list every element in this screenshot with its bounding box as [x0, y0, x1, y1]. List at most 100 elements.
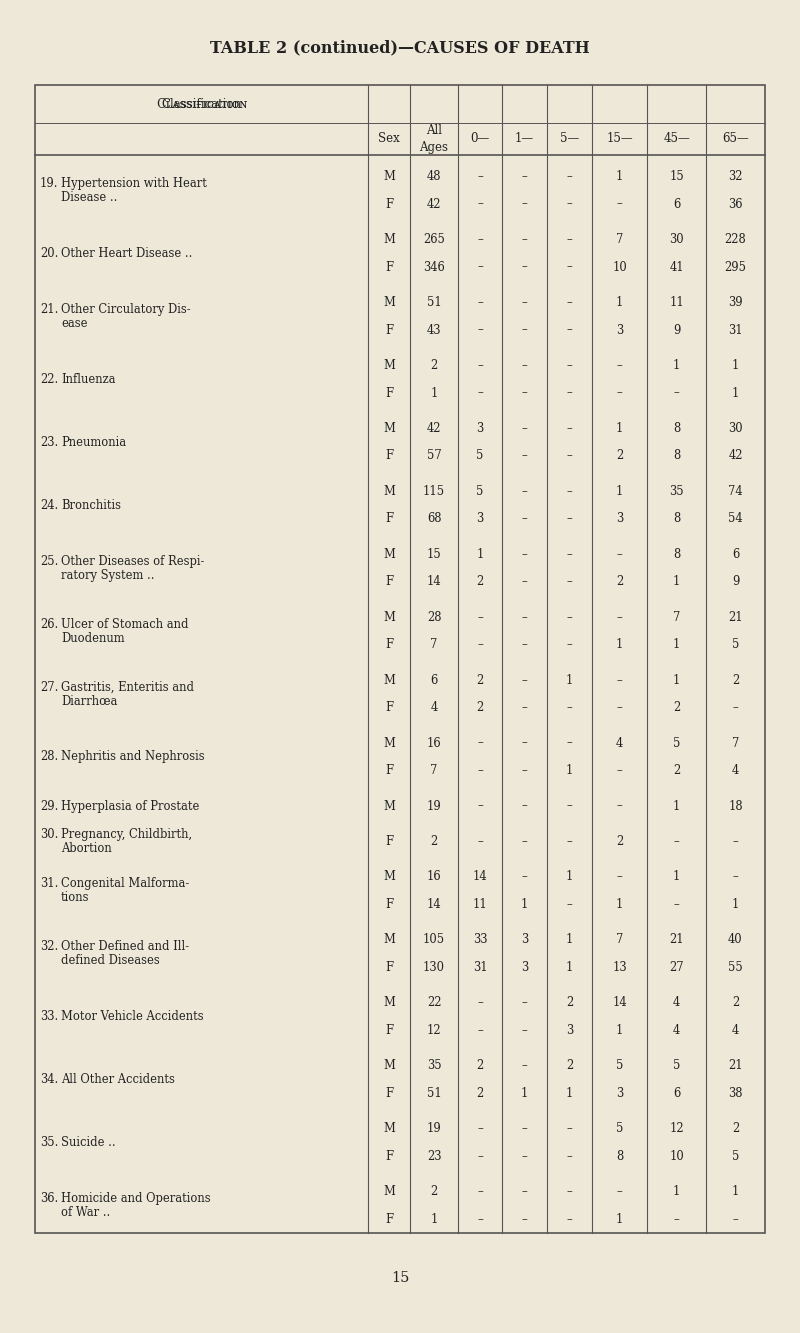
- Text: 16: 16: [426, 737, 442, 749]
- Text: –: –: [617, 197, 622, 211]
- Text: 8: 8: [673, 449, 680, 463]
- Text: Other Defined and Ill-: Other Defined and Ill-: [61, 940, 189, 953]
- Text: 2: 2: [476, 1086, 484, 1100]
- Text: 23: 23: [426, 1149, 442, 1162]
- Text: –: –: [522, 673, 527, 686]
- Text: of War ..: of War ..: [61, 1206, 110, 1218]
- Text: 2: 2: [673, 701, 680, 714]
- Text: 1: 1: [616, 639, 623, 652]
- Text: 1: 1: [732, 359, 739, 372]
- Text: 41: 41: [669, 260, 684, 273]
- Text: –: –: [477, 260, 483, 273]
- Text: –: –: [522, 1122, 527, 1134]
- Text: Ulcer of Stomach and: Ulcer of Stomach and: [61, 617, 189, 631]
- Bar: [35, 85, 765, 1233]
- Text: –: –: [617, 387, 622, 400]
- Text: 3: 3: [616, 324, 623, 336]
- Text: 1: 1: [430, 1213, 438, 1225]
- Text: tions: tions: [61, 890, 90, 904]
- Text: –: –: [522, 870, 527, 882]
- Text: 14: 14: [426, 898, 442, 910]
- Text: –: –: [522, 834, 527, 848]
- Text: 1: 1: [616, 169, 623, 183]
- Text: M: M: [383, 737, 395, 749]
- Text: –: –: [522, 324, 527, 336]
- Text: 1: 1: [566, 764, 573, 777]
- Text: F: F: [385, 260, 393, 273]
- Text: –: –: [477, 1185, 483, 1198]
- Text: –: –: [477, 1149, 483, 1162]
- Text: 12: 12: [669, 1122, 684, 1134]
- Text: –: –: [566, 512, 572, 525]
- Text: 2: 2: [566, 1058, 573, 1072]
- Text: 0—: 0—: [470, 132, 490, 145]
- Text: –: –: [674, 834, 679, 848]
- Text: F: F: [385, 764, 393, 777]
- Text: –: –: [617, 701, 622, 714]
- Text: 19: 19: [426, 1122, 442, 1134]
- Text: –: –: [566, 1122, 572, 1134]
- Text: Hypertension with Heart: Hypertension with Heart: [61, 177, 207, 189]
- Text: 19: 19: [426, 800, 442, 813]
- Text: 15: 15: [426, 548, 442, 561]
- Text: 65—: 65—: [722, 132, 749, 145]
- Text: –: –: [477, 1122, 483, 1134]
- Text: –: –: [617, 1185, 622, 1198]
- Text: M: M: [383, 1058, 395, 1072]
- Text: –: –: [566, 639, 572, 652]
- Text: 34.: 34.: [40, 1073, 58, 1086]
- Text: –: –: [566, 387, 572, 400]
- Text: 57: 57: [426, 449, 442, 463]
- Text: –: –: [522, 996, 527, 1009]
- Text: –: –: [522, 701, 527, 714]
- Text: 1: 1: [673, 870, 680, 882]
- Text: 39: 39: [728, 296, 743, 309]
- Text: 1—: 1—: [515, 132, 534, 145]
- Text: 1: 1: [566, 673, 573, 686]
- Text: 2: 2: [430, 1185, 438, 1198]
- Text: –: –: [566, 576, 572, 588]
- Text: 5: 5: [616, 1058, 623, 1072]
- Text: 2: 2: [476, 1058, 484, 1072]
- Text: –: –: [522, 576, 527, 588]
- Text: 7: 7: [430, 764, 438, 777]
- Text: 43: 43: [426, 324, 442, 336]
- Text: 9: 9: [673, 324, 680, 336]
- Text: 7: 7: [616, 933, 623, 946]
- Text: 23.: 23.: [40, 436, 58, 449]
- Text: Nephritis and Nephrosis: Nephritis and Nephrosis: [61, 750, 205, 764]
- Text: 54: 54: [728, 512, 743, 525]
- Text: –: –: [522, 197, 527, 211]
- Text: –: –: [477, 359, 483, 372]
- Text: –: –: [522, 260, 527, 273]
- Text: 2: 2: [566, 996, 573, 1009]
- Text: –: –: [566, 260, 572, 273]
- Text: M: M: [383, 169, 395, 183]
- Text: 30.: 30.: [40, 828, 58, 841]
- Text: –: –: [674, 387, 679, 400]
- Text: 5: 5: [732, 1149, 739, 1162]
- Text: F: F: [385, 512, 393, 525]
- Text: 2: 2: [476, 576, 484, 588]
- Text: 7: 7: [673, 611, 680, 624]
- Text: –: –: [522, 1213, 527, 1225]
- Text: –: –: [522, 548, 527, 561]
- Text: Suicide ..: Suicide ..: [61, 1136, 116, 1149]
- Text: Cʟᴀssɪғɪᴄᴀᴛɪᴏɴ: Cʟᴀssɪғɪᴄᴀᴛɪᴏɴ: [156, 97, 247, 111]
- Text: –: –: [566, 485, 572, 497]
- Text: 1: 1: [673, 639, 680, 652]
- Text: 21: 21: [728, 1058, 743, 1072]
- Text: 35: 35: [426, 1058, 442, 1072]
- Text: –: –: [617, 548, 622, 561]
- Text: –: –: [566, 449, 572, 463]
- Text: 5: 5: [732, 639, 739, 652]
- Text: 55: 55: [728, 961, 743, 973]
- Text: F: F: [385, 701, 393, 714]
- Text: M: M: [383, 996, 395, 1009]
- Text: –: –: [522, 387, 527, 400]
- Text: –: –: [733, 870, 738, 882]
- Text: 8: 8: [616, 1149, 623, 1162]
- Text: Congenital Malforma-: Congenital Malforma-: [61, 877, 190, 890]
- Text: Bronchitis: Bronchitis: [61, 499, 121, 512]
- Text: Sex: Sex: [378, 132, 400, 145]
